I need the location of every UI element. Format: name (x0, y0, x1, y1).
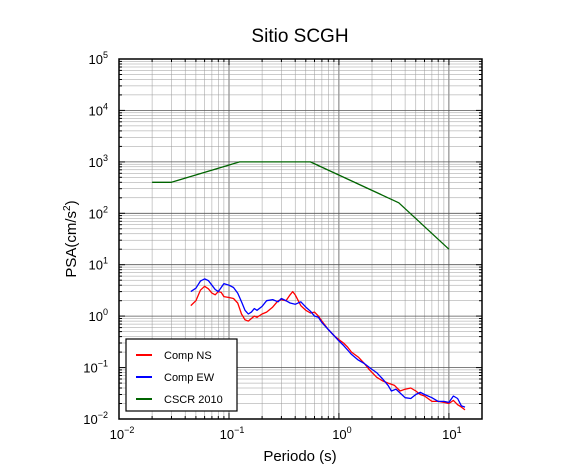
y-axis-label-suffix: ) (63, 200, 80, 205)
series-line (190, 285, 466, 411)
y-tick-label: 104 (89, 101, 108, 118)
y-tick-label: 100 (89, 307, 108, 324)
y-axis-label: PSA(cm/s2) (62, 200, 80, 277)
y-tick-label: 103 (89, 153, 108, 170)
x-tick-label: 10−1 (220, 425, 245, 442)
y-tick-label: 105 (89, 50, 108, 67)
y-tick-label: 102 (89, 204, 108, 221)
y-tick-label: 101 (89, 256, 108, 273)
y-tick-label: 10−1 (83, 359, 108, 376)
legend-label: CSCR 2010 (164, 394, 223, 406)
series-line (152, 161, 450, 250)
legend-label: Comp EW (164, 372, 215, 384)
y-axis-label-exponent: 2 (62, 205, 73, 211)
axis-ticks: 10−2 10−1 100 101 10−2 10−1 100 101 102 103 104 105 (83, 50, 483, 442)
legend: Comp NS Comp EW CSCR 2010 (125, 338, 238, 412)
x-axis-label: Periodo (s) (263, 448, 336, 465)
legend-label: Comp NS (164, 350, 212, 362)
y-tick-label: 10−2 (83, 410, 108, 427)
plot-frame (118, 58, 483, 420)
x-tick-label: 101 (442, 425, 461, 442)
series-layer (152, 161, 466, 411)
series-line (190, 278, 466, 408)
y-axis-label-prefix: PSA(cm/s (63, 211, 80, 278)
x-tick-label: 10−2 (110, 425, 135, 442)
chart-title: Sitio SCGH (251, 26, 348, 47)
x-tick-label: 100 (332, 425, 351, 442)
